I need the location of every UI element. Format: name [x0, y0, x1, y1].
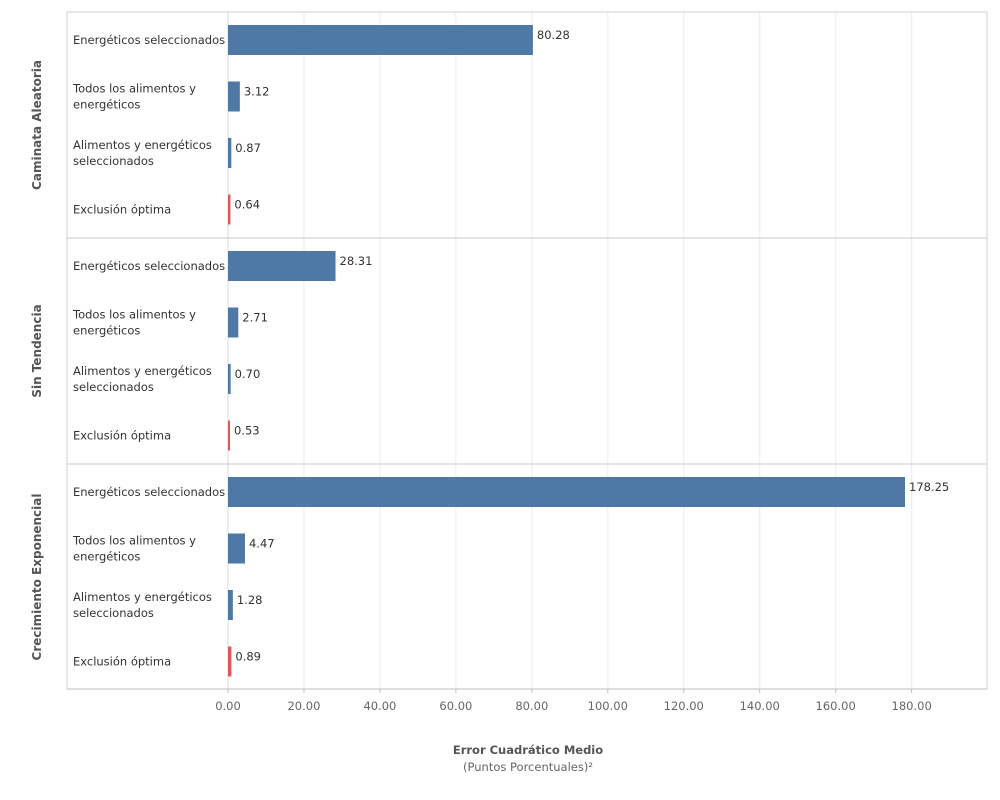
- data-label: 0.64: [234, 198, 260, 212]
- x-tick-label: 80.00: [515, 699, 548, 713]
- bar: [228, 477, 905, 507]
- x-tick-label: 40.00: [363, 699, 396, 713]
- x-tick-label: 180.00: [892, 699, 932, 713]
- data-label: 3.12: [244, 85, 270, 99]
- data-label: 2.71: [242, 311, 268, 325]
- bar: [228, 420, 231, 451]
- bar: [228, 307, 239, 338]
- category-label: Energéticos seleccionados: [73, 259, 225, 273]
- data-label: 0.87: [235, 141, 261, 155]
- x-tick-label: 120.00: [664, 699, 704, 713]
- category-label: Alimentos y energéticos seleccionados: [73, 364, 212, 394]
- category-label: Todos los alimentos y energéticos: [72, 82, 196, 112]
- x-axis-title: Error Cuadrático Medio: [452, 743, 604, 757]
- x-tick-label: 20.00: [287, 699, 320, 713]
- panel-label: Crecimiento Exponencial: [30, 494, 44, 661]
- data-label: 80.28: [537, 28, 570, 42]
- bar: [228, 81, 240, 112]
- bar: [228, 251, 336, 281]
- category-label: Alimentos y energéticos seleccionados: [73, 590, 212, 620]
- data-label: 178.25: [909, 480, 949, 494]
- category-label: Exclusión óptima: [73, 655, 171, 669]
- data-label: 0.53: [234, 424, 260, 438]
- x-tick-label: 160.00: [816, 699, 856, 713]
- x-axis-subtitle: (Puntos Porcentuales)²: [463, 760, 593, 774]
- x-tick-label: 140.00: [740, 699, 780, 713]
- category-label: Exclusión óptima: [73, 429, 171, 443]
- category-label: Exclusión óptima: [73, 203, 171, 217]
- bar: [228, 138, 232, 168]
- category-label: Energéticos seleccionados: [73, 485, 225, 499]
- bar: [228, 533, 245, 564]
- panel-label: Sin Tendencia: [30, 304, 44, 397]
- category-label: Todos los alimentos y energéticos: [72, 308, 196, 338]
- x-tick-label: 60.00: [439, 699, 472, 713]
- bar: [228, 364, 231, 394]
- bar: [228, 590, 233, 620]
- bar: [228, 646, 232, 677]
- data-label: 0.70: [235, 367, 261, 381]
- category-label: Alimentos y energéticos seleccionados: [73, 138, 212, 168]
- x-tick-label: 0.00: [215, 699, 241, 713]
- x-tick-label: 100.00: [588, 699, 628, 713]
- data-label: 28.31: [340, 254, 373, 268]
- data-label: 1.28: [237, 593, 263, 607]
- bar: [228, 194, 231, 225]
- bar: [228, 25, 533, 55]
- panel-label: Caminata Aleatoria: [30, 60, 44, 190]
- data-label: 0.89: [235, 650, 261, 664]
- data-label: 4.47: [249, 537, 275, 551]
- category-label: Energéticos seleccionados: [73, 33, 225, 47]
- category-label: Todos los alimentos y energéticos: [72, 534, 196, 564]
